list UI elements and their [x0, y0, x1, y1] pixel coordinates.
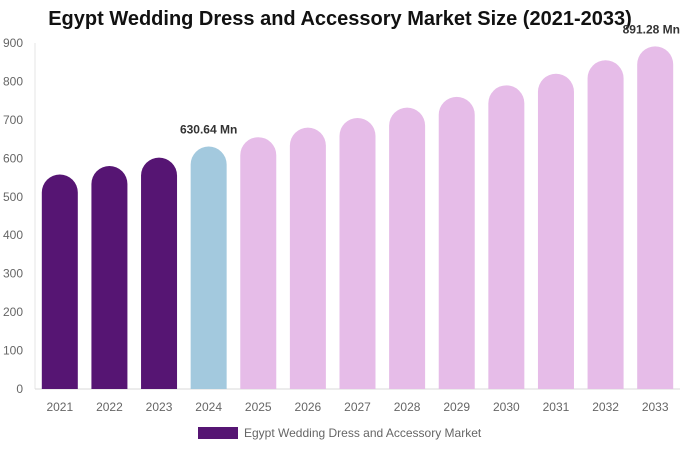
- chart-title: Egypt Wedding Dress and Accessory Market…: [48, 8, 632, 30]
- y-axis-ticks: 0 100 200 300 400 500 600 700 800 900: [3, 36, 23, 396]
- y-tick-label-0: 0: [16, 382, 23, 396]
- x-tick-label-2030: 2030: [493, 400, 520, 414]
- y-tick-label-9: 900: [3, 36, 23, 50]
- legend-label: Egypt Wedding Dress and Accessory Market: [244, 426, 482, 440]
- bar-2033: [637, 46, 674, 389]
- x-tick-label-2026: 2026: [295, 400, 322, 414]
- y-tick-label-3: 300: [3, 267, 23, 281]
- x-tick-label-2033: 2033: [642, 400, 669, 414]
- x-tick-label-2023: 2023: [146, 400, 173, 414]
- bar-2027: [339, 117, 376, 389]
- x-axis-ticks: 2021 2022 2023 2024 2025 2026 2027 2028 2029 2030…: [46, 400, 668, 414]
- x-tick-label-2032: 2032: [592, 400, 619, 414]
- x-tick-label-2031: 2031: [543, 400, 570, 414]
- y-tick-label-5: 500: [3, 190, 23, 204]
- legend: Egypt Wedding Dress and Accessory Market: [198, 425, 481, 441]
- y-tick-label-6: 600: [3, 151, 23, 165]
- y-tick-label-1: 100: [3, 344, 23, 358]
- x-tick-label-2028: 2028: [394, 400, 421, 414]
- bar-2028: [389, 107, 426, 389]
- bar-2023: [141, 157, 178, 389]
- bar-2021: [41, 174, 78, 389]
- legend-swatch: [198, 427, 238, 439]
- x-tick-label-2027: 2027: [344, 400, 371, 414]
- bar-2031: [537, 73, 574, 389]
- bar-2030: [488, 85, 525, 389]
- bar-2026: [289, 127, 326, 390]
- x-tick-label-2029: 2029: [443, 400, 470, 414]
- x-tick-label-2024: 2024: [195, 400, 222, 414]
- y-tick-label-4: 400: [3, 228, 23, 242]
- bar-2025: [240, 137, 277, 389]
- x-tick-label-2022: 2022: [96, 400, 123, 414]
- bar-2022: [91, 166, 128, 389]
- bar-2029: [438, 96, 475, 390]
- data-label-2024: 630.64 Mn: [180, 123, 237, 137]
- bars: [41, 46, 674, 390]
- bar-2032: [587, 60, 624, 389]
- data-labels: 630.64 Mn 891.28 Mn: [180, 22, 680, 136]
- y-tick-label-2: 200: [3, 305, 23, 319]
- data-label-2033: 891.28 Mn: [623, 22, 680, 36]
- y-tick-label-7: 700: [3, 113, 23, 127]
- bar-2024: [190, 146, 227, 389]
- x-tick-label-2021: 2021: [46, 400, 73, 414]
- y-tick-label-8: 800: [3, 74, 23, 88]
- x-tick-label-2025: 2025: [245, 400, 272, 414]
